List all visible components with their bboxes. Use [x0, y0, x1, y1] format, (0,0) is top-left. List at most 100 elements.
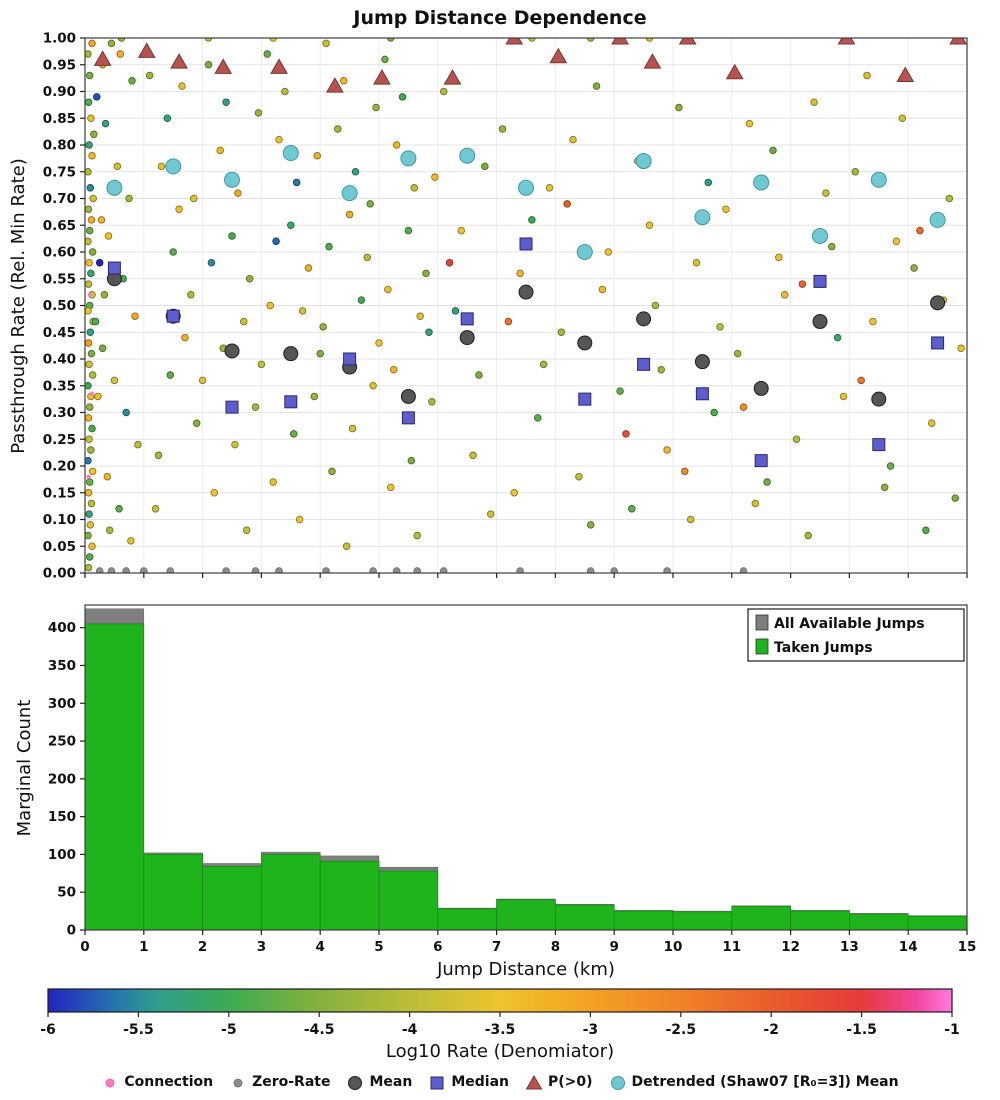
- scatter-point: [598, 285, 607, 294]
- scatter-point: [85, 414, 93, 422]
- scatter-point: [88, 424, 96, 433]
- legend-item-label: Connection: [124, 1074, 214, 1090]
- legend-item-median: Median: [428, 1073, 509, 1091]
- zero-rate-point: [251, 567, 260, 573]
- scatter-point: [85, 435, 93, 444]
- y-tick-label: 0.30: [43, 405, 76, 421]
- scatter-point: [131, 312, 139, 320]
- scatter-point: [91, 317, 100, 326]
- p-gt0-marker: [896, 66, 915, 82]
- legend-marker: [348, 1076, 363, 1090]
- scatter-point: [798, 280, 807, 288]
- scatter-point: [85, 258, 93, 267]
- x-tick-label: 3: [257, 939, 266, 955]
- scatter-point: [110, 376, 119, 385]
- scatter-point: [733, 349, 742, 358]
- scatter-point: [88, 467, 97, 476]
- scatter-point: [85, 456, 92, 465]
- y-tick-label: 0.95: [43, 57, 76, 73]
- scatter-point: [345, 210, 354, 219]
- scatter-point: [389, 365, 398, 374]
- scatter-point: [425, 328, 433, 337]
- scatter-point: [134, 440, 142, 449]
- scatter-point: [384, 285, 392, 294]
- scatter-point: [616, 387, 624, 395]
- taken-jumps-bar: [319, 860, 380, 931]
- x-tick-label: 10: [664, 939, 683, 955]
- x-tick-label: 11: [722, 939, 741, 955]
- y-tick-label: 1.00: [43, 31, 76, 47]
- taken-jumps-bar: [849, 913, 909, 931]
- zero-rate-point: [95, 567, 104, 573]
- y-tick-label: 0.00: [43, 566, 76, 582]
- median-marker: [401, 411, 415, 425]
- scatter-point: [339, 77, 348, 85]
- taken-jumps-bar: [907, 916, 968, 931]
- scatter-point: [85, 237, 92, 246]
- scatter-point: [85, 382, 92, 390]
- scatter-point: [916, 226, 924, 235]
- scatter-point: [210, 489, 219, 497]
- hist-legend-label: All Available Jumps: [774, 616, 925, 632]
- legend-marker: [525, 1074, 543, 1090]
- scatter-point: [90, 130, 98, 139]
- scatter-point: [486, 510, 495, 518]
- taken-jumps-bar: [84, 623, 145, 931]
- detrended-marker: [518, 179, 534, 196]
- zero-rate-point: [369, 567, 377, 573]
- scatter-point: [357, 296, 366, 304]
- scatter-point: [115, 505, 123, 513]
- x-tick-label: 12: [781, 939, 800, 955]
- scatter-point: [375, 339, 383, 347]
- scatter-point: [504, 317, 513, 326]
- scatter-point: [85, 50, 92, 58]
- hist-legend-marker: [755, 638, 769, 655]
- scatter-point: [892, 237, 901, 246]
- scatter-point: [316, 349, 324, 358]
- scatter-point: [780, 291, 789, 299]
- scatter-point: [951, 494, 959, 502]
- y-tick-label: 300: [48, 696, 76, 712]
- scatter-point: [431, 173, 439, 181]
- median-marker: [872, 438, 886, 452]
- scatter-point: [563, 200, 571, 208]
- taken-jumps-bar: [731, 906, 791, 931]
- zero-rate-point: [413, 567, 422, 573]
- scatter-point: [863, 71, 871, 80]
- scatter-point: [833, 333, 842, 342]
- scatter-point: [886, 462, 895, 470]
- scatter-point: [413, 531, 421, 540]
- colorbar-tick-label: -2.5: [665, 1022, 696, 1038]
- scatter-point: [94, 392, 102, 401]
- mean-marker: [224, 343, 240, 359]
- y-tick-label: 400: [48, 620, 76, 636]
- scatter-point: [85, 141, 93, 149]
- p-gt0-marker: [170, 53, 188, 69]
- histogram-chart: Marginal Count Jump Distance (km) 050100…: [14, 604, 977, 980]
- scatter-point: [175, 205, 183, 213]
- detrended-marker: [812, 227, 828, 244]
- scatter-point: [363, 253, 371, 262]
- x-tick-label: 15: [958, 939, 977, 955]
- legend-item-label: P(>0): [548, 1074, 593, 1090]
- scatter-point: [622, 430, 630, 438]
- p-gt0-marker: [549, 47, 568, 64]
- colorbar-gradient-area: -6 -5.5 -5 -4.5 -4 -3.5 -3 -2.5 -2 -1.5 -1: [40, 988, 960, 1038]
- scatter-point: [451, 307, 460, 315]
- scatter-point: [351, 167, 360, 176]
- median-marker: [637, 357, 651, 371]
- scatter-point: [240, 317, 248, 326]
- scatter-point: [416, 312, 424, 320]
- scatter-point: [87, 499, 96, 508]
- taken-jumps-bar: [613, 910, 674, 931]
- scatter-point: [266, 301, 274, 310]
- scatter-point: [85, 360, 93, 369]
- scatter-point: [298, 307, 307, 315]
- scatter-point: [851, 167, 860, 176]
- scatter-point: [86, 328, 95, 337]
- scatter-point: [231, 440, 239, 449]
- scatter-point: [675, 103, 683, 112]
- scatter-data-layer: [85, 38, 967, 573]
- scatter-point: [103, 472, 112, 481]
- scatter-point: [545, 184, 554, 192]
